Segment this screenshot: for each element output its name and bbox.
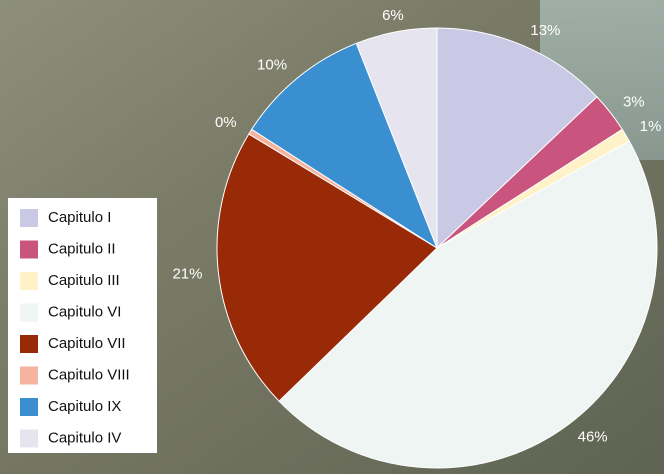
legend-label: Capitulo IX (48, 398, 121, 415)
value-label: 21% (172, 265, 202, 282)
legend-label: Capitulo II (48, 240, 116, 257)
legend-swatch (20, 335, 38, 353)
legend-label: Capitulo VI (48, 303, 121, 320)
legend-swatch (20, 430, 38, 448)
legend-label: Capitulo I (48, 209, 111, 226)
value-label: 1% (640, 118, 662, 135)
legend-swatch (20, 398, 38, 416)
value-label: 10% (257, 57, 287, 74)
legend-label: Capitulo IV (48, 429, 121, 446)
legend-label: Capitulo III (48, 272, 120, 289)
value-label: 46% (578, 428, 608, 445)
value-label: 13% (530, 22, 560, 39)
value-label: 0% (215, 114, 237, 131)
legend-swatch (20, 304, 38, 322)
legend-swatch (20, 209, 38, 227)
legend-swatch (20, 272, 38, 290)
legend-label: Capitulo VII (48, 335, 126, 352)
value-label: 3% (623, 94, 645, 111)
chart: 13% 3% 1% 46% 21% 0% 10% 6% Capitulo I Capitulo … (0, 0, 664, 474)
value-label: 6% (382, 7, 404, 24)
legend-swatch (20, 241, 38, 259)
legend-swatch (20, 367, 38, 385)
legend-label: Capitulo VIII (48, 366, 130, 383)
